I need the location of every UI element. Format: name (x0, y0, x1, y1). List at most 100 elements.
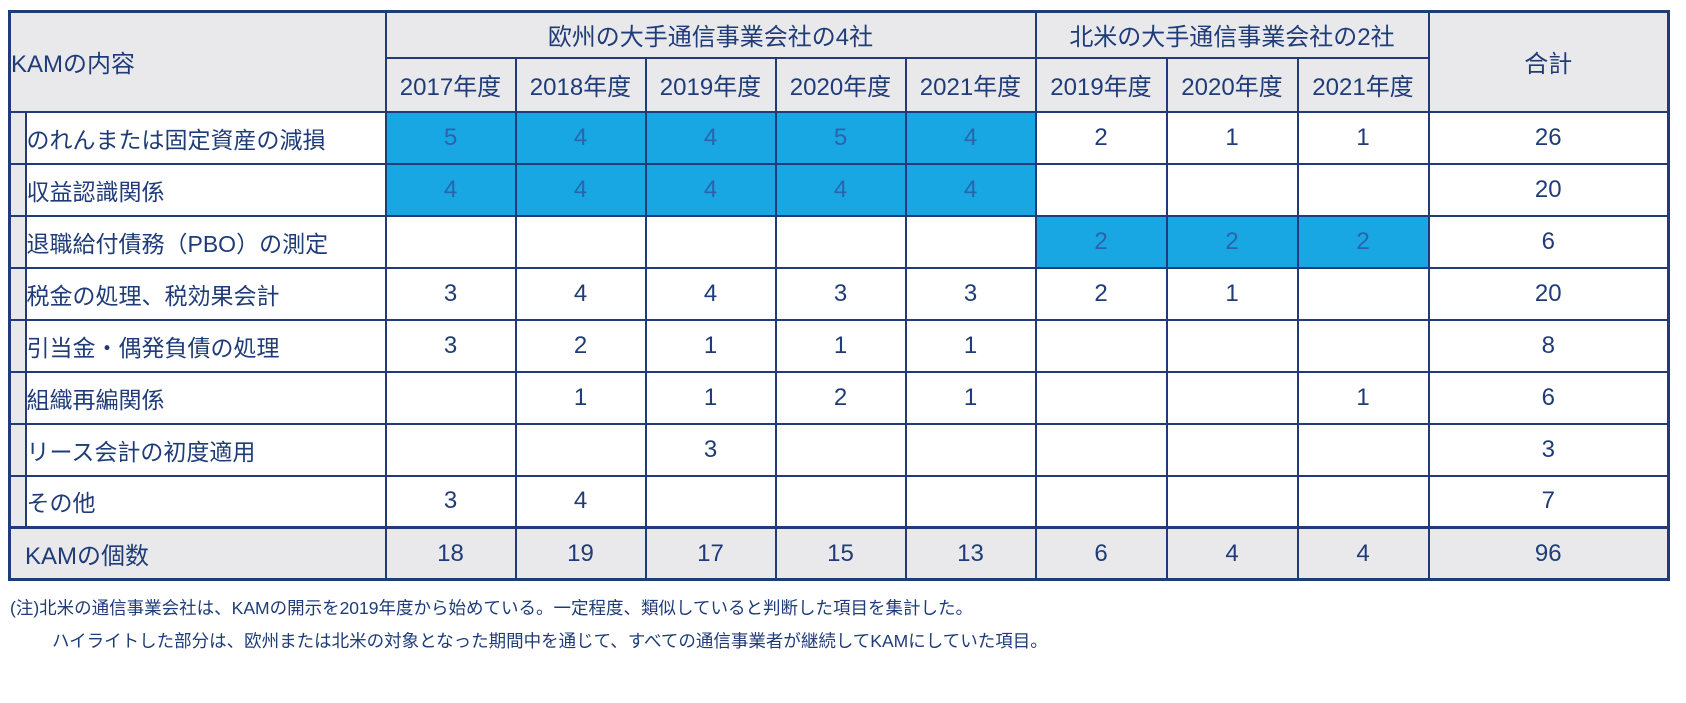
empty-cell (1034, 318, 1168, 373)
row-indent-cell (8, 110, 27, 165)
empty-cell (1296, 266, 1430, 321)
kam-summary-table: KAMの内容 欧州の大手通信事業会社の4社 北米の大手通信事業会社の2社 合計 … (8, 10, 1670, 581)
row-label: 税金の処理、税効果会計 (24, 266, 387, 321)
value-cell: 1 (514, 370, 647, 425)
footer-value-cell: 19 (514, 526, 647, 581)
year-header-eu-2019: 2019年度 (644, 56, 777, 113)
value-cell: 5 (774, 110, 907, 165)
table-row: 退職給付債務（PBO）の測定 2 2 2 6 (8, 214, 1670, 269)
table-row: その他 3 4 7 (8, 474, 1670, 529)
empty-cell (514, 214, 647, 269)
value-cell: 2 (1034, 110, 1168, 165)
empty-cell (1165, 370, 1299, 425)
group-header-north-america: 北米の大手通信事業会社の2社 (1034, 10, 1430, 59)
year-header-na-2020: 2020年度 (1165, 56, 1299, 113)
row-label: 組織再編関係 (24, 370, 387, 425)
footnote-line-1: (注)北米の通信事業会社は、KAMの開示を2019年度から始めている。一定程度、… (10, 598, 973, 618)
group-header-europe: 欧州の大手通信事業会社の4社 (384, 10, 1037, 59)
value-cell: 1 (1296, 370, 1430, 425)
value-cell: 1 (1296, 110, 1430, 165)
row-indent-cell (8, 318, 27, 373)
value-cell: 1 (1165, 110, 1299, 165)
empty-cell (1034, 422, 1168, 477)
empty-cell (774, 214, 907, 269)
value-cell: 5 (384, 110, 517, 165)
year-header-eu-2018: 2018年度 (514, 56, 647, 113)
year-header-eu-2021: 2021年度 (904, 56, 1037, 113)
row-total-cell: 7 (1427, 474, 1670, 529)
value-cell: 3 (384, 318, 517, 373)
value-cell: 2 (1034, 266, 1168, 321)
value-cell: 4 (644, 110, 777, 165)
empty-cell (1296, 162, 1430, 217)
empty-cell (1034, 370, 1168, 425)
footer-value-cell: 13 (904, 526, 1037, 581)
total-column-header: 合計 (1427, 10, 1670, 113)
empty-cell (1165, 318, 1299, 373)
table-row: リース会計の初度適用 3 3 (8, 422, 1670, 477)
value-cell: 1 (644, 370, 777, 425)
value-cell: 4 (514, 266, 647, 321)
year-header-na-2019: 2019年度 (1034, 56, 1168, 113)
empty-cell (904, 214, 1037, 269)
row-total-cell: 6 (1427, 214, 1670, 269)
row-label: 収益認識関係 (24, 162, 387, 217)
empty-cell (1034, 162, 1168, 217)
value-cell: 4 (904, 162, 1037, 217)
header-row-groups: KAMの内容 欧州の大手通信事業会社の4社 北米の大手通信事業会社の2社 合計 (8, 10, 1670, 113)
year-header-eu-2017: 2017年度 (384, 56, 517, 113)
row-label: のれんまたは固定資産の減損 (24, 110, 387, 165)
value-cell: 2 (514, 318, 647, 373)
value-cell: 4 (384, 162, 517, 217)
empty-cell (904, 474, 1037, 529)
empty-cell (1165, 422, 1299, 477)
empty-cell (774, 474, 907, 529)
row-total-cell: 20 (1427, 162, 1670, 217)
empty-cell (1296, 318, 1430, 373)
year-header-eu-2020: 2020年度 (774, 56, 907, 113)
value-cell: 4 (514, 162, 647, 217)
row-total-cell: 8 (1427, 318, 1670, 373)
row-label: 退職給付債務（PBO）の測定 (24, 214, 387, 269)
row-total-cell: 3 (1427, 422, 1670, 477)
footer-value-cell: 4 (1296, 526, 1430, 581)
empty-cell (644, 474, 777, 529)
empty-cell (384, 422, 517, 477)
footer-value-cell: 17 (644, 526, 777, 581)
footer-value-cell: 15 (774, 526, 907, 581)
year-header-na-2021: 2021年度 (1296, 56, 1430, 113)
grand-total-cell: 96 (1427, 526, 1670, 581)
table-row: 収益認識関係 4 4 4 4 4 20 (8, 162, 1670, 217)
row-total-cell: 6 (1427, 370, 1670, 425)
empty-cell (514, 422, 647, 477)
row-indent-cell (8, 422, 27, 477)
value-cell: 1 (1165, 266, 1299, 321)
empty-cell (644, 214, 777, 269)
value-cell: 3 (384, 266, 517, 321)
value-cell: 3 (644, 422, 777, 477)
value-cell: 4 (514, 474, 647, 529)
footnote-line-2: ハイライトした部分は、欧州または北米の対象となった期間中を通じて、すべての通信事… (52, 631, 1048, 651)
value-cell: 1 (774, 318, 907, 373)
row-total-cell: 20 (1427, 266, 1670, 321)
table-body: のれんまたは固定資産の減損 5 4 4 5 4 2 1 1 26 収益認識関係 4 4 4 4 4 20 退職給付… (8, 110, 1670, 581)
footer-value-cell: 6 (1034, 526, 1168, 581)
empty-cell (904, 422, 1037, 477)
value-cell: 4 (644, 162, 777, 217)
header-row-years: 2017年度 2018年度 2019年度 2020年度 2021年度 2019年… (10, 56, 1669, 113)
row-indent-cell (8, 266, 27, 321)
row-indent-cell (8, 162, 27, 217)
empty-cell (1296, 422, 1430, 477)
value-cell: 1 (904, 370, 1037, 425)
value-cell: 2 (1034, 214, 1168, 269)
value-cell: 2 (1296, 214, 1430, 269)
value-cell: 2 (1165, 214, 1299, 269)
value-cell: 3 (904, 266, 1037, 321)
row-label: その他 (24, 474, 387, 529)
table-row: 税金の処理、税効果会計 3 4 4 3 3 2 1 20 (8, 266, 1670, 321)
value-cell: 4 (904, 110, 1037, 165)
empty-cell (1034, 474, 1168, 529)
row-indent-cell (8, 214, 27, 269)
table-row: のれんまたは固定資産の減損 5 4 4 5 4 2 1 1 26 (8, 110, 1670, 165)
